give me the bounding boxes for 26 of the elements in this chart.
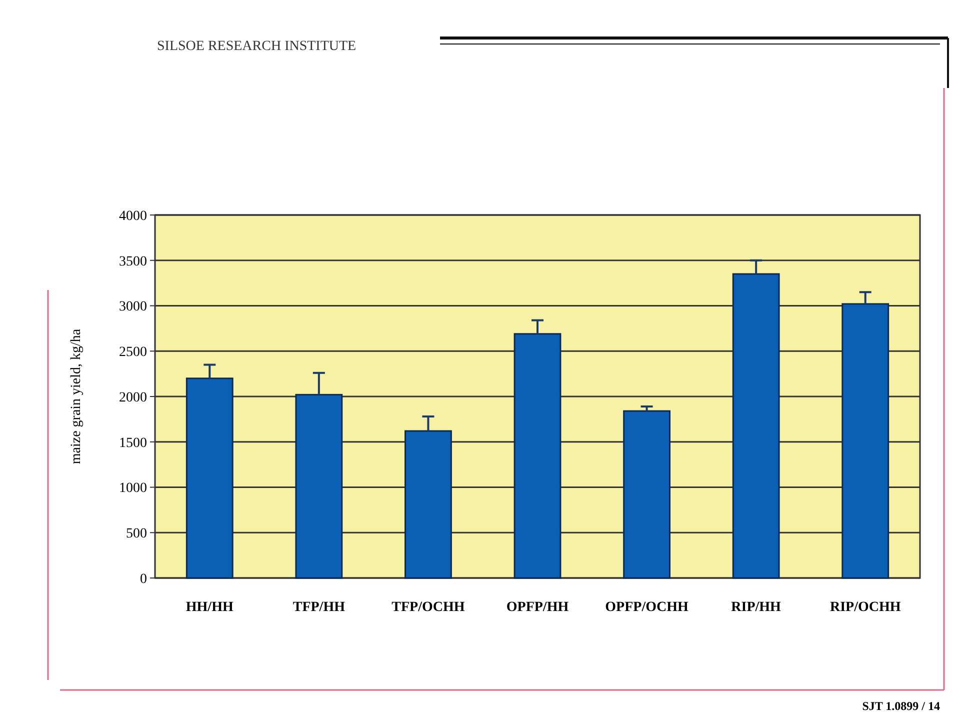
bar — [623, 410, 670, 579]
y-tick-label: 3500 — [119, 254, 147, 270]
x-tick-label: TFP/OCHH — [392, 600, 465, 615]
x-tick-label: RIP/HH — [731, 600, 782, 615]
text: SILSOE RESEARCH INSTITUTE — [157, 39, 356, 54]
x-tick-label: OPFP/OCHH — [605, 600, 688, 615]
y-tick-label: 500 — [126, 526, 147, 542]
x-tick-label: OPFP/HH — [506, 600, 569, 615]
bar — [295, 394, 343, 579]
bar — [404, 430, 452, 579]
y-tick-label: 0 — [140, 572, 147, 587]
bar — [186, 378, 234, 579]
x-tick-label: HH/HH — [186, 600, 234, 615]
x-tick-label: RIP/OCHH — [830, 600, 901, 615]
text: SJT 1.0899 / 14 — [862, 699, 940, 713]
y-axis-title: maize grain yield, kg/ha — [69, 328, 84, 464]
bar — [732, 273, 780, 579]
x-tick-label: TFP/HH — [292, 600, 346, 615]
bar — [842, 303, 890, 579]
y-tick-label: 2500 — [119, 345, 147, 360]
bar — [514, 333, 562, 579]
y-tick-label: 1000 — [119, 481, 147, 496]
y-tick-label: 3000 — [119, 300, 147, 315]
y-tick-label: 1500 — [119, 436, 147, 451]
y-tick-label: 2000 — [119, 390, 147, 406]
y-tick-label: 4000 — [119, 208, 147, 224]
